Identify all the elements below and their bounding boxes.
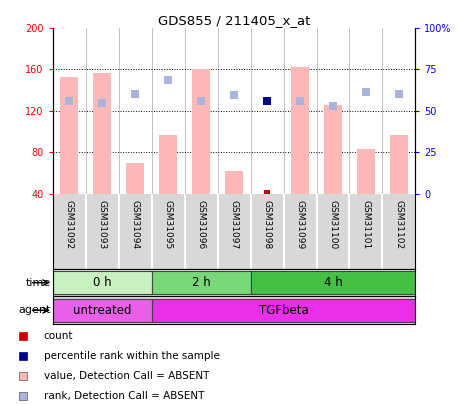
Bar [251,271,415,294]
Text: time: time [25,278,50,288]
Text: 2 h: 2 h [192,276,211,289]
Text: percentile rank within the sample: percentile rank within the sample [44,351,219,360]
Text: GSM31095: GSM31095 [164,200,173,249]
Bar [151,271,251,294]
Bar [151,298,415,322]
Bar [93,72,111,194]
Text: GSM31092: GSM31092 [65,200,74,249]
Bar [159,135,177,194]
Text: value, Detection Call = ABSENT: value, Detection Call = ABSENT [44,371,209,381]
Bar [126,163,144,194]
Title: GDS855 / 211405_x_at: GDS855 / 211405_x_at [158,14,310,27]
Text: GSM31102: GSM31102 [394,200,403,249]
Text: 0 h: 0 h [93,276,112,289]
Text: rank, Detection Call = ABSENT: rank, Detection Call = ABSENT [44,390,204,401]
Text: count: count [44,330,73,341]
Bar [60,77,78,194]
Bar [291,67,309,194]
Text: GSM31099: GSM31099 [296,200,304,249]
Text: 4 h: 4 h [324,276,342,289]
Text: agent: agent [18,305,50,315]
Bar [53,271,151,294]
Text: GSM31100: GSM31100 [329,200,337,249]
Text: untreated: untreated [73,304,131,317]
Text: GSM31097: GSM31097 [230,200,239,249]
Text: GSM31101: GSM31101 [361,200,370,249]
Text: GSM31094: GSM31094 [131,200,140,249]
Bar [390,135,408,194]
Bar [192,70,210,194]
Bar [324,105,342,194]
Bar [225,171,243,194]
Text: GSM31096: GSM31096 [196,200,206,249]
Bar [53,298,151,322]
Bar [357,149,375,194]
Text: GSM31098: GSM31098 [263,200,272,249]
Text: GSM31093: GSM31093 [98,200,107,249]
Text: TGFbeta: TGFbeta [259,304,308,317]
